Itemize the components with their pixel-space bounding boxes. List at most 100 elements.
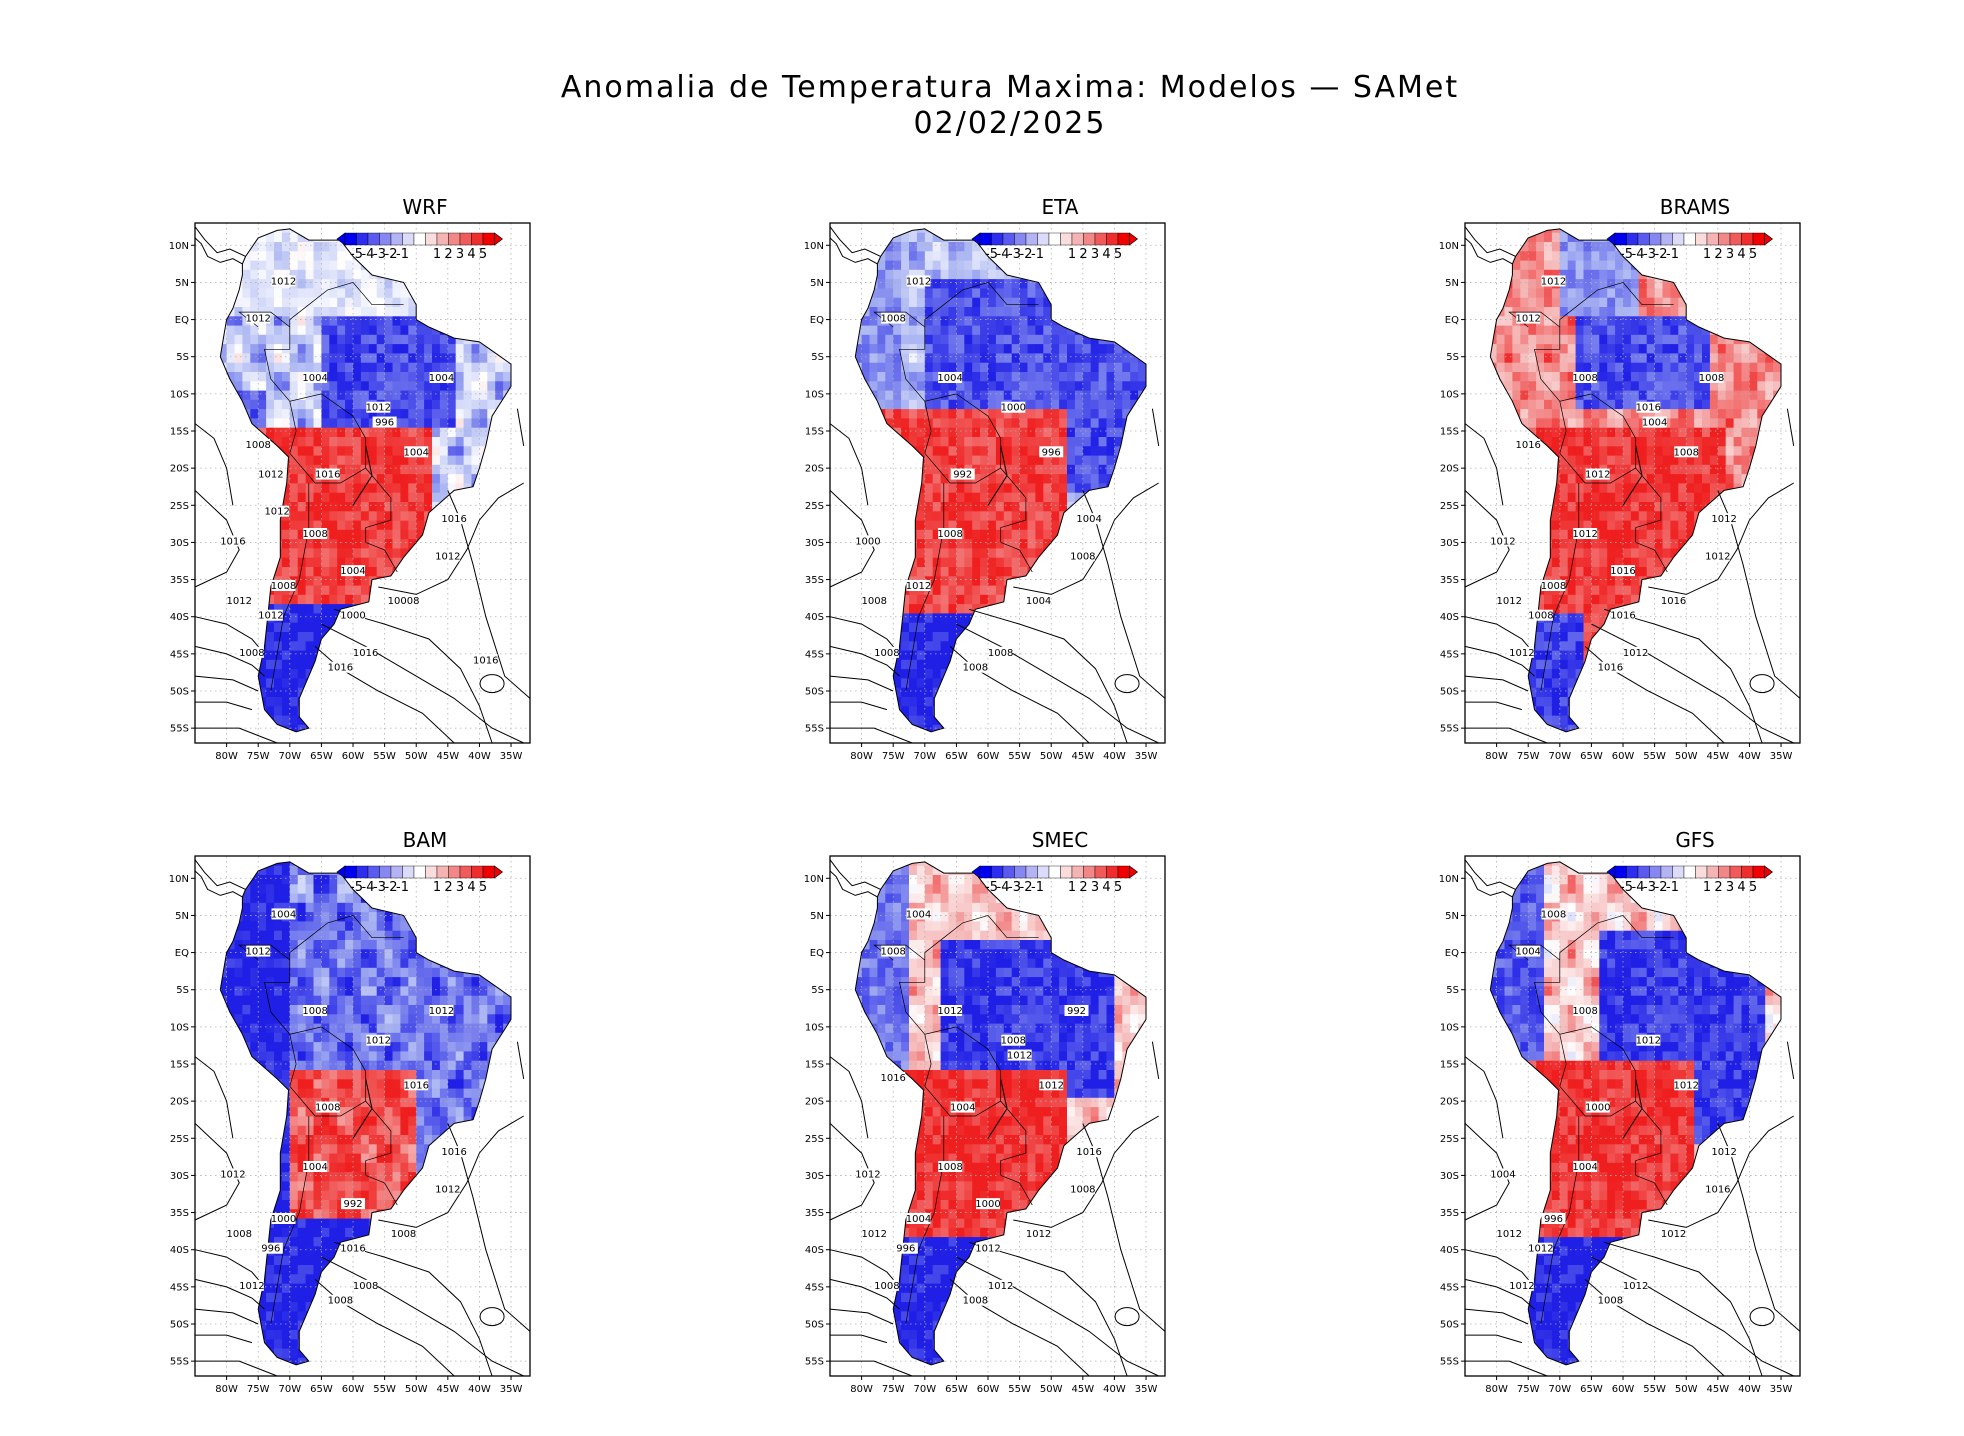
anomaly-cell (329, 585, 338, 595)
anomaly-cell (289, 250, 299, 261)
anomaly-cell (242, 362, 251, 372)
anomaly-cell (1043, 473, 1052, 484)
anomaly-cell (964, 603, 973, 614)
anomaly-cell (258, 306, 267, 317)
anomaly-cell (1011, 473, 1020, 484)
anomaly-cell (1003, 288, 1013, 298)
anomaly-cell (932, 288, 941, 298)
anomaly-cell (1098, 436, 1107, 447)
anomaly-cell (1059, 445, 1068, 456)
anomaly-cell (432, 362, 441, 372)
anomaly-cell (337, 297, 346, 307)
anomaly-cell (400, 334, 409, 345)
anomaly-cell (424, 390, 433, 400)
anomaly-cell (487, 362, 496, 372)
anomaly-cell (321, 603, 330, 614)
anomaly-cell (893, 399, 902, 410)
anomaly-cell (250, 260, 259, 270)
anomaly-cell (1122, 399, 1131, 410)
anomaly-cell (1035, 548, 1044, 558)
anomaly-cell (258, 334, 267, 345)
anomaly-cell (964, 418, 973, 428)
anomaly-cell (432, 353, 441, 363)
isobar-label: 1000 (340, 611, 365, 622)
anomaly-cell (877, 297, 886, 307)
anomaly-cell (408, 436, 417, 447)
coastline-central-america (194, 237, 243, 265)
anomaly-cell (1130, 371, 1139, 382)
anomaly-cell (455, 399, 464, 410)
anomaly-cell (980, 455, 989, 465)
anomaly-cell (948, 380, 957, 391)
anomaly-cell (289, 464, 299, 475)
anomaly-cell (281, 640, 291, 651)
anomaly-cell (345, 399, 354, 410)
anomaly-cell (885, 306, 894, 317)
anomaly-cell (1027, 343, 1036, 354)
y-tick-label: EQ (175, 315, 189, 326)
anomaly-cell (893, 297, 902, 307)
isobar-line (195, 727, 278, 744)
anomaly-cell (337, 278, 346, 289)
anomaly-cell (439, 399, 449, 410)
anomaly-cell (1051, 334, 1060, 345)
anomaly-cell (305, 473, 314, 484)
anomaly-cell (1051, 455, 1060, 465)
anomaly-cell (964, 315, 973, 326)
anomaly-cell (289, 445, 299, 456)
anomaly-cell (250, 250, 259, 261)
anomaly-cell (1059, 353, 1068, 363)
anomaly-cell (956, 260, 965, 270)
anomaly-cell (416, 334, 425, 345)
anomaly-cell (1043, 306, 1052, 317)
anomaly-cell (972, 288, 981, 298)
anomaly-cell (353, 520, 362, 530)
anomaly-cell (932, 613, 941, 623)
isobar-label: 10008 (388, 596, 420, 607)
anomaly-cell (345, 380, 354, 391)
anomaly-cell (909, 566, 918, 577)
anomaly-cell (266, 343, 275, 354)
anomaly-cell (432, 427, 441, 437)
anomaly-cell (1106, 464, 1115, 475)
anomaly-cell (337, 585, 346, 595)
anomaly-cell (1074, 418, 1084, 428)
anomaly-cell (305, 436, 314, 447)
anomaly-cell (1027, 380, 1036, 391)
anomaly-cell (337, 260, 346, 270)
anomaly-cell (916, 548, 926, 558)
anomaly-cell (297, 529, 306, 540)
anomaly-cell (948, 455, 957, 465)
x-tick-label: 80W (215, 751, 238, 762)
anomaly-cell (258, 269, 267, 280)
anomaly-cell (455, 380, 464, 391)
anomaly-cell (471, 455, 480, 465)
anomaly-cell (455, 418, 464, 428)
anomaly-cell (447, 436, 457, 447)
anomaly-cell (384, 566, 393, 577)
anomaly-cell (972, 269, 981, 280)
anomaly-cell (479, 418, 488, 428)
anomaly-cell (940, 473, 949, 484)
anomaly-cell (972, 538, 981, 549)
anomaly-cell (384, 334, 393, 345)
anomaly-cell (305, 390, 314, 400)
anomaly-cell (916, 371, 926, 382)
anomaly-cell (1003, 418, 1013, 428)
anomaly-cell (416, 362, 425, 372)
anomaly-cell (392, 334, 401, 345)
anomaly-cell (924, 715, 934, 725)
grid-lines (195, 223, 530, 743)
anomaly-cell (258, 390, 267, 400)
anomaly-cell (1082, 362, 1092, 372)
anomaly-cell (250, 390, 259, 400)
anomaly-cell (384, 343, 393, 354)
anomaly-cell (266, 306, 275, 317)
anomaly-cell (1027, 315, 1036, 326)
anomaly-cell (281, 325, 291, 335)
anomaly-cell (980, 427, 989, 437)
anomaly-cell (1098, 390, 1107, 400)
anomaly-cell (266, 353, 275, 363)
anomaly-cell (948, 501, 957, 512)
anomaly-cell (885, 399, 894, 410)
